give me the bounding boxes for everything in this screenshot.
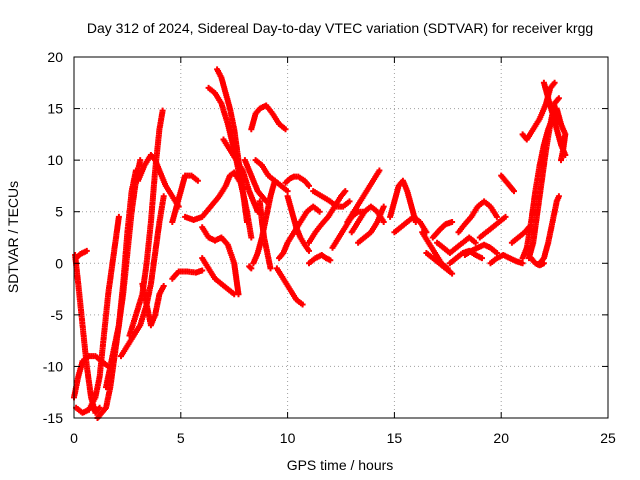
marker-trail bbox=[498, 172, 517, 195]
data-series bbox=[71, 66, 569, 421]
marker-trail bbox=[73, 247, 90, 262]
marker-trail bbox=[528, 255, 547, 269]
series-arc-30 bbox=[306, 252, 334, 267]
marker-trail bbox=[391, 213, 430, 236]
marker-trail bbox=[344, 167, 383, 225]
series-arc-3 bbox=[73, 213, 122, 416]
x-tick-label: 10 bbox=[280, 430, 296, 446]
series-arc-14 bbox=[199, 224, 242, 298]
series-arc-19 bbox=[241, 157, 270, 205]
marker-trail bbox=[355, 203, 387, 246]
series-arc-44 bbox=[461, 241, 500, 258]
chart-title: Day 312 of 2024, Sidereal Day-to-day VTE… bbox=[87, 20, 593, 36]
marker-trail bbox=[139, 280, 167, 329]
x-tick-label: 5 bbox=[177, 430, 185, 446]
series-arc-24 bbox=[246, 263, 255, 272]
marker-trail bbox=[246, 263, 255, 272]
series-arc-39 bbox=[429, 219, 456, 241]
series-arc-23 bbox=[250, 177, 278, 267]
series-arc-37 bbox=[391, 213, 430, 236]
marker-trail bbox=[169, 172, 201, 225]
marker-trail bbox=[273, 265, 306, 308]
marker-trail bbox=[248, 102, 289, 133]
y-tick-label: 0 bbox=[55, 255, 63, 271]
series-arc-6 bbox=[103, 157, 144, 391]
series-arc-46 bbox=[487, 252, 526, 267]
series-arc-27 bbox=[282, 173, 312, 189]
series-arc-26 bbox=[273, 265, 306, 308]
series-arc-45 bbox=[476, 213, 509, 241]
marker-trail bbox=[73, 213, 122, 416]
series-arc-28 bbox=[284, 193, 312, 254]
series-arc-10 bbox=[139, 280, 167, 329]
series-arc-17 bbox=[199, 255, 238, 298]
series-arc-20 bbox=[248, 102, 289, 133]
marker-trail bbox=[455, 198, 500, 236]
series-arc-47 bbox=[498, 172, 517, 195]
x-axis-label: GPS time / hours bbox=[287, 457, 394, 473]
y-tick-label: 10 bbox=[47, 152, 63, 168]
marker-trail bbox=[199, 255, 238, 298]
marker-trail bbox=[434, 234, 479, 256]
marker-trail bbox=[487, 252, 526, 267]
marker-trail bbox=[250, 177, 278, 267]
series-arc-54 bbox=[553, 105, 569, 164]
marker-trail bbox=[199, 224, 242, 298]
marker-trail bbox=[461, 241, 500, 258]
marker-trail bbox=[169, 267, 206, 282]
marker-trail bbox=[553, 105, 569, 164]
y-tick-label: -10 bbox=[43, 358, 63, 374]
series-arc-35 bbox=[355, 203, 387, 246]
marker-trail bbox=[476, 213, 509, 241]
marker-trail bbox=[241, 157, 270, 205]
x-tick-label: 20 bbox=[493, 430, 509, 446]
marker-trail bbox=[135, 152, 182, 210]
y-tick-label: 5 bbox=[55, 204, 63, 220]
series-arc-40 bbox=[423, 250, 456, 277]
series-arc-31 bbox=[310, 188, 353, 210]
series-arc-18 bbox=[220, 136, 261, 215]
y-tick-label: 20 bbox=[47, 49, 63, 65]
x-tick-label: 25 bbox=[600, 430, 616, 446]
marker-trail bbox=[423, 250, 456, 277]
marker-trail bbox=[103, 157, 144, 391]
y-axis-label: SDTVAR / TECUs bbox=[5, 181, 21, 293]
x-tick-label: 0 bbox=[70, 430, 78, 446]
marker-trail bbox=[310, 188, 353, 210]
series-arc-12 bbox=[169, 172, 201, 225]
series-arc-55 bbox=[528, 255, 547, 269]
x-tick-label: 15 bbox=[387, 430, 403, 446]
marker-trail bbox=[284, 193, 312, 254]
series-arc-33 bbox=[344, 167, 383, 225]
marker-trail bbox=[429, 219, 456, 241]
series-arc-43 bbox=[455, 198, 500, 236]
tick-labels: 0 5 10 15 20 25 -15 -10 -5 0 5 10 15 20 bbox=[43, 49, 616, 446]
series-arc-9 bbox=[135, 152, 182, 210]
plot-frame bbox=[73, 56, 609, 419]
marker-trail bbox=[220, 136, 261, 215]
axis-ticks bbox=[73, 56, 609, 419]
marker-trail bbox=[282, 173, 312, 189]
series-arc-4 bbox=[73, 247, 90, 262]
y-tick-label: -5 bbox=[51, 307, 64, 323]
y-tick-label: -15 bbox=[43, 410, 63, 426]
series-arc-11 bbox=[169, 267, 206, 282]
series-arc-41 bbox=[434, 234, 479, 256]
y-tick-label: 15 bbox=[47, 101, 63, 117]
marker-trail bbox=[306, 252, 334, 267]
